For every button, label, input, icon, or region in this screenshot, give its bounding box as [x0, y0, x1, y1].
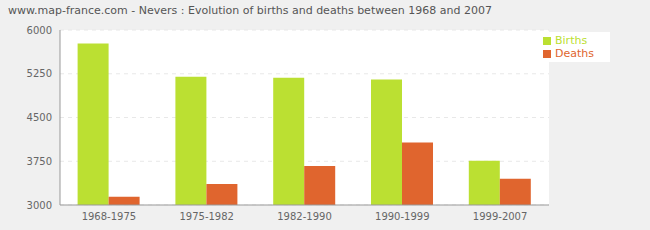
html-text:www.map-france.com - Nevers :: www.map-france.com - Nevers : Evolution … — [8, 4, 492, 17]
html-text:Deaths: Deaths — [555, 47, 594, 60]
svg-text:1975-1982: 1975-1982 — [179, 211, 234, 222]
svg-text:1999-2007: 1999-2007 — [473, 211, 528, 222]
svg-text:6000: 6000 — [27, 25, 52, 36]
svg-text:1982-1990: 1982-1990 — [277, 211, 332, 222]
svg-text:5250: 5250 — [27, 68, 52, 79]
svg-text:4500: 4500 — [27, 112, 52, 123]
svg-text:1968-1975: 1968-1975 — [82, 211, 137, 222]
svg-text:3000: 3000 — [27, 200, 52, 211]
svg-text:1990-1999: 1990-1999 — [375, 211, 430, 222]
html-text:Births: Births — [555, 34, 588, 47]
svg-text:3750: 3750 — [27, 156, 52, 167]
